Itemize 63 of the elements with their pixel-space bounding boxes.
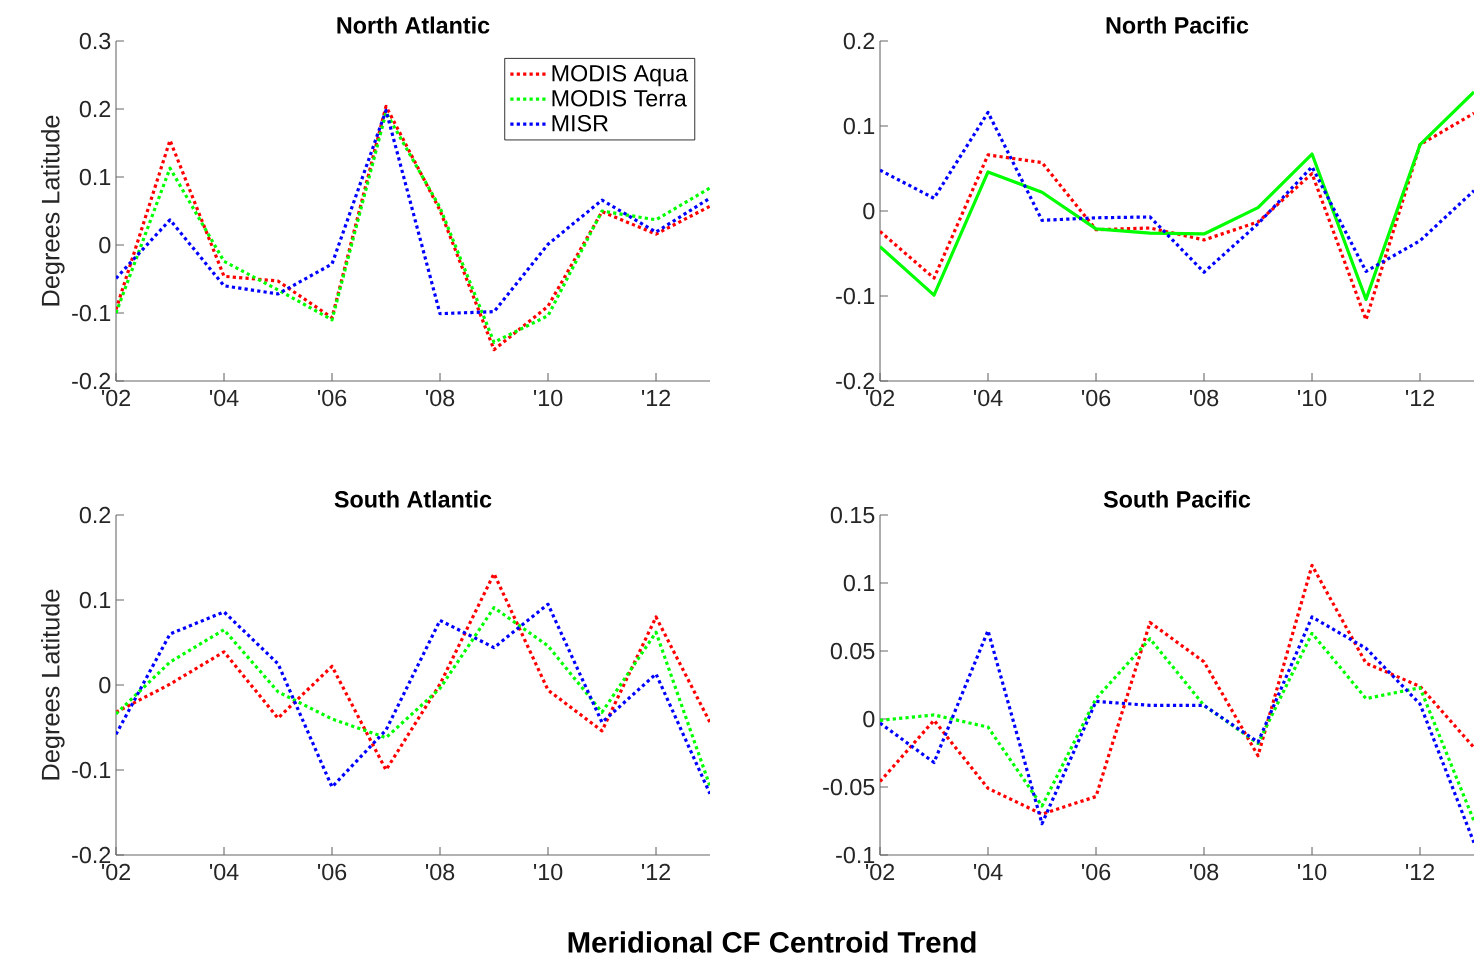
- x-tick-label: '08: [1190, 389, 1219, 407]
- legend-label: MISR: [552, 114, 608, 132]
- line-series: [880, 615, 1475, 845]
- x-tick-label: '06: [318, 389, 347, 407]
- y-tick-label: 0: [99, 676, 111, 694]
- x-tick-label: '10: [1298, 863, 1327, 881]
- line-series: [880, 563, 1475, 816]
- y-tick-label: -0.1: [72, 761, 111, 779]
- line-series: [880, 90, 1475, 301]
- chart-title: North Atlantic: [337, 16, 490, 34]
- y-tick-label: 0.05: [830, 642, 875, 660]
- y-tick-label: 0.15: [830, 506, 875, 524]
- y-tick-label: -0.05: [823, 778, 875, 796]
- y-tick-label: -0.2: [72, 846, 111, 864]
- line-series: [880, 110, 1475, 274]
- y-tick-label: 0: [99, 236, 111, 254]
- y-tick-label: 0.2: [79, 100, 111, 118]
- x-tick-label: '06: [1082, 389, 1111, 407]
- y-tick-label: 0.1: [79, 168, 111, 186]
- x-tick-label: '08: [1190, 863, 1219, 881]
- x-tick-label: '08: [426, 389, 455, 407]
- y-tick-label: 0.2: [79, 506, 111, 524]
- x-tick-label: '12: [642, 389, 671, 406]
- x-tick-label: '12: [1406, 389, 1435, 406]
- x-tick-label: '04: [209, 389, 239, 407]
- y-tick-label: 0: [863, 202, 875, 220]
- x-tick-label: '04: [974, 863, 1003, 881]
- x-tick-label: '02: [101, 863, 131, 881]
- y-tick-label: 0.1: [843, 574, 875, 592]
- legend-label: MODIS Aqua: [552, 65, 689, 87]
- y-tick-label: 0.1: [79, 591, 111, 609]
- line-series: [880, 631, 1475, 823]
- x-tick-label: '10: [1298, 389, 1327, 407]
- chart-title: South Pacific: [1103, 490, 1251, 508]
- x-tick-label: '08: [426, 863, 455, 881]
- x-tick-label: '04: [209, 863, 239, 881]
- y-tick-label: -0.1: [836, 846, 875, 864]
- y-tick-label: 0: [863, 710, 875, 728]
- legend-label: MODIS Terra: [552, 90, 687, 107]
- y-tick-label: -0.1: [72, 304, 111, 322]
- chart-title: North Pacific: [1106, 16, 1249, 34]
- y-tick-label: 0.3: [79, 32, 111, 50]
- x-tick-label: '10: [534, 389, 563, 407]
- x-tick-label: '06: [318, 863, 347, 881]
- y-tick-label: -0.2: [72, 372, 111, 390]
- x-tick-label: '06: [1082, 863, 1111, 881]
- y-tick-label: 0.2: [843, 32, 875, 50]
- y-axis-title: Degrees Latitude: [40, 115, 65, 306]
- y-tick-label: -0.1: [836, 287, 875, 305]
- y-tick-label: 0.1: [843, 117, 875, 135]
- line-series: [116, 572, 711, 772]
- y-axis-title: Degrees Latitude: [40, 589, 65, 780]
- x-tick-label: '02: [866, 863, 895, 881]
- y-tick-label: -0.2: [836, 372, 875, 390]
- x-tick-label: '10: [534, 863, 563, 881]
- x-tick-label: '02: [866, 389, 895, 407]
- text: Meridional CF Centroid Trend: [568, 931, 976, 953]
- chart-title: South Atlantic: [334, 490, 492, 508]
- x-tick-label: '02: [101, 389, 131, 407]
- x-tick-label: '04: [974, 389, 1003, 407]
- x-tick-label: '12: [642, 863, 671, 880]
- x-tick-label: '12: [1406, 863, 1435, 880]
- line-series: [880, 111, 1475, 322]
